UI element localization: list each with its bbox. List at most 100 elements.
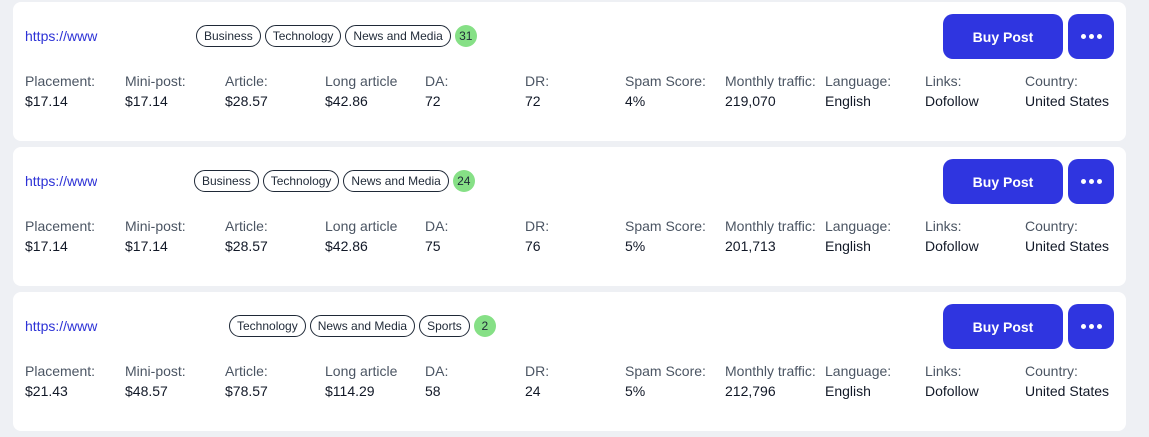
metric-da: DA: 58	[425, 361, 521, 401]
metric-monthly-traffic: Monthly traffic: 219,070	[725, 71, 821, 111]
metric-monthly-traffic: Monthly traffic: 212,796	[725, 361, 821, 401]
metric-dr: DR: 24	[525, 361, 621, 401]
metric-label: Monthly traffic:	[725, 73, 816, 89]
buy-post-button[interactable]: Buy Post	[943, 159, 1063, 204]
metric-value: $28.57	[225, 93, 268, 109]
more-options-button[interactable]	[1068, 159, 1114, 204]
metric-label: DR:	[525, 73, 550, 89]
category-tag: News and Media	[309, 315, 416, 337]
metric-label: DR:	[525, 363, 550, 379]
site-url-link[interactable]: https://www	[25, 318, 98, 334]
metric-article: Article: $28.57	[225, 216, 321, 256]
metric-language: Language: English	[825, 361, 921, 401]
metric-label: Monthly traffic:	[725, 218, 816, 234]
more-horizontal-icon	[1080, 34, 1086, 39]
metric-value: Dofollow	[925, 383, 979, 399]
metric-links: Links: Dofollow	[925, 71, 1021, 111]
more-options-button[interactable]	[1068, 304, 1114, 349]
metric-value: $42.86	[325, 93, 368, 109]
listing-card: https://www Business Technology News and…	[13, 147, 1126, 286]
metric-article: Article: $28.57	[225, 71, 321, 111]
metric-da: DA: 72	[425, 71, 521, 111]
metric-mini-post: Mini-post: $17.14	[125, 71, 221, 111]
metric-dr: DR: 72	[525, 71, 621, 111]
metric-value: $28.57	[225, 238, 268, 254]
metric-language: Language: English	[825, 216, 921, 256]
metric-mini-post: Mini-post: $17.14	[125, 216, 221, 256]
metric-value: $17.14	[125, 238, 168, 254]
metric-label: Country:	[1025, 218, 1078, 234]
metric-label: Spam Score:	[625, 363, 706, 379]
listing-card: https://www Business Technology News and…	[13, 2, 1126, 141]
metric-country: Country: United States	[1025, 216, 1121, 256]
metric-language: Language: English	[825, 71, 921, 111]
metric-placement: Placement: $21.43	[25, 361, 121, 401]
metric-long-article: Long article $42.86	[325, 216, 421, 256]
more-horizontal-icon	[1088, 324, 1094, 329]
category-tag: Technology	[264, 25, 342, 47]
metric-value: 76	[525, 238, 541, 254]
more-horizontal-icon	[1088, 34, 1094, 39]
metric-links: Links: Dofollow	[925, 361, 1021, 401]
metric-label: Language:	[825, 218, 892, 234]
metric-monthly-traffic: Monthly traffic: 201,713	[725, 216, 821, 256]
metric-value: English	[825, 383, 871, 399]
metric-label: DA:	[425, 363, 449, 379]
category-tag: Business	[194, 170, 259, 192]
metric-value: 24	[525, 383, 541, 399]
more-horizontal-icon	[1080, 324, 1086, 329]
listing-metrics: Placement: $17.14 Mini-post: $17.14 Articl…	[25, 71, 1125, 131]
metric-value: $114.29	[325, 383, 375, 399]
metric-label: Links:	[925, 73, 962, 89]
metric-placement: Placement: $17.14	[25, 71, 121, 111]
metric-label: Placement:	[25, 73, 96, 89]
metric-dr: DR: 76	[525, 216, 621, 256]
listing-metrics: Placement: $21.43 Mini-post: $48.57 Articl…	[25, 361, 1125, 421]
metric-label: Placement:	[25, 363, 96, 379]
metric-label: Mini-post:	[125, 363, 186, 379]
metric-value: $17.14	[125, 93, 168, 109]
metric-label: Article:	[225, 73, 268, 89]
category-count-badge: 24	[452, 170, 475, 192]
metric-value: $17.14	[25, 93, 68, 109]
metric-value: United States	[1025, 238, 1110, 254]
metric-label: Spam Score:	[625, 218, 706, 234]
metric-value: 5%	[625, 238, 646, 254]
category-tags: Technology News and Media Sports 2	[229, 315, 496, 337]
metric-long-article: Long article $114.29	[325, 361, 421, 401]
category-tag: Technology	[262, 170, 340, 192]
metric-value: English	[825, 93, 871, 109]
metric-label: DR:	[525, 218, 550, 234]
listing-card: https://www Technology News and Media Sp…	[13, 292, 1126, 431]
site-url-link[interactable]: https://www	[25, 28, 98, 44]
category-tag: News and Media	[345, 25, 451, 47]
metric-value: 201,713	[725, 238, 776, 254]
metric-spam-score: Spam Score: 5%	[625, 361, 721, 401]
metric-label: Links:	[925, 363, 962, 379]
metric-label: Mini-post:	[125, 73, 186, 89]
metric-label: Language:	[825, 363, 892, 379]
site-url-link[interactable]: https://www	[25, 173, 97, 189]
metric-article: Article: $78.57	[225, 361, 321, 401]
metric-label: Long article	[325, 218, 398, 234]
metric-label: Long article	[325, 73, 398, 89]
category-count-badge: 31	[454, 25, 477, 47]
metric-value: 58	[425, 383, 441, 399]
more-options-button[interactable]	[1068, 14, 1114, 59]
buy-post-button[interactable]: Buy Post	[943, 304, 1063, 349]
metric-value: Dofollow	[925, 93, 979, 109]
metric-country: Country: United States	[1025, 71, 1121, 111]
category-tag: News and Media	[343, 170, 449, 192]
buy-post-button[interactable]: Buy Post	[943, 14, 1063, 59]
more-horizontal-icon	[1096, 34, 1102, 39]
metric-value: $17.14	[25, 238, 68, 254]
metric-value: 72	[425, 93, 441, 109]
metric-value: 212,796	[725, 383, 776, 399]
metric-label: Monthly traffic:	[725, 363, 816, 379]
metric-value: 5%	[625, 383, 646, 399]
metric-label: DA:	[425, 73, 449, 89]
metric-spam-score: Spam Score: 4%	[625, 71, 721, 111]
more-horizontal-icon	[1096, 324, 1102, 329]
more-horizontal-icon	[1088, 179, 1094, 184]
metric-value: $48.57	[125, 383, 168, 399]
